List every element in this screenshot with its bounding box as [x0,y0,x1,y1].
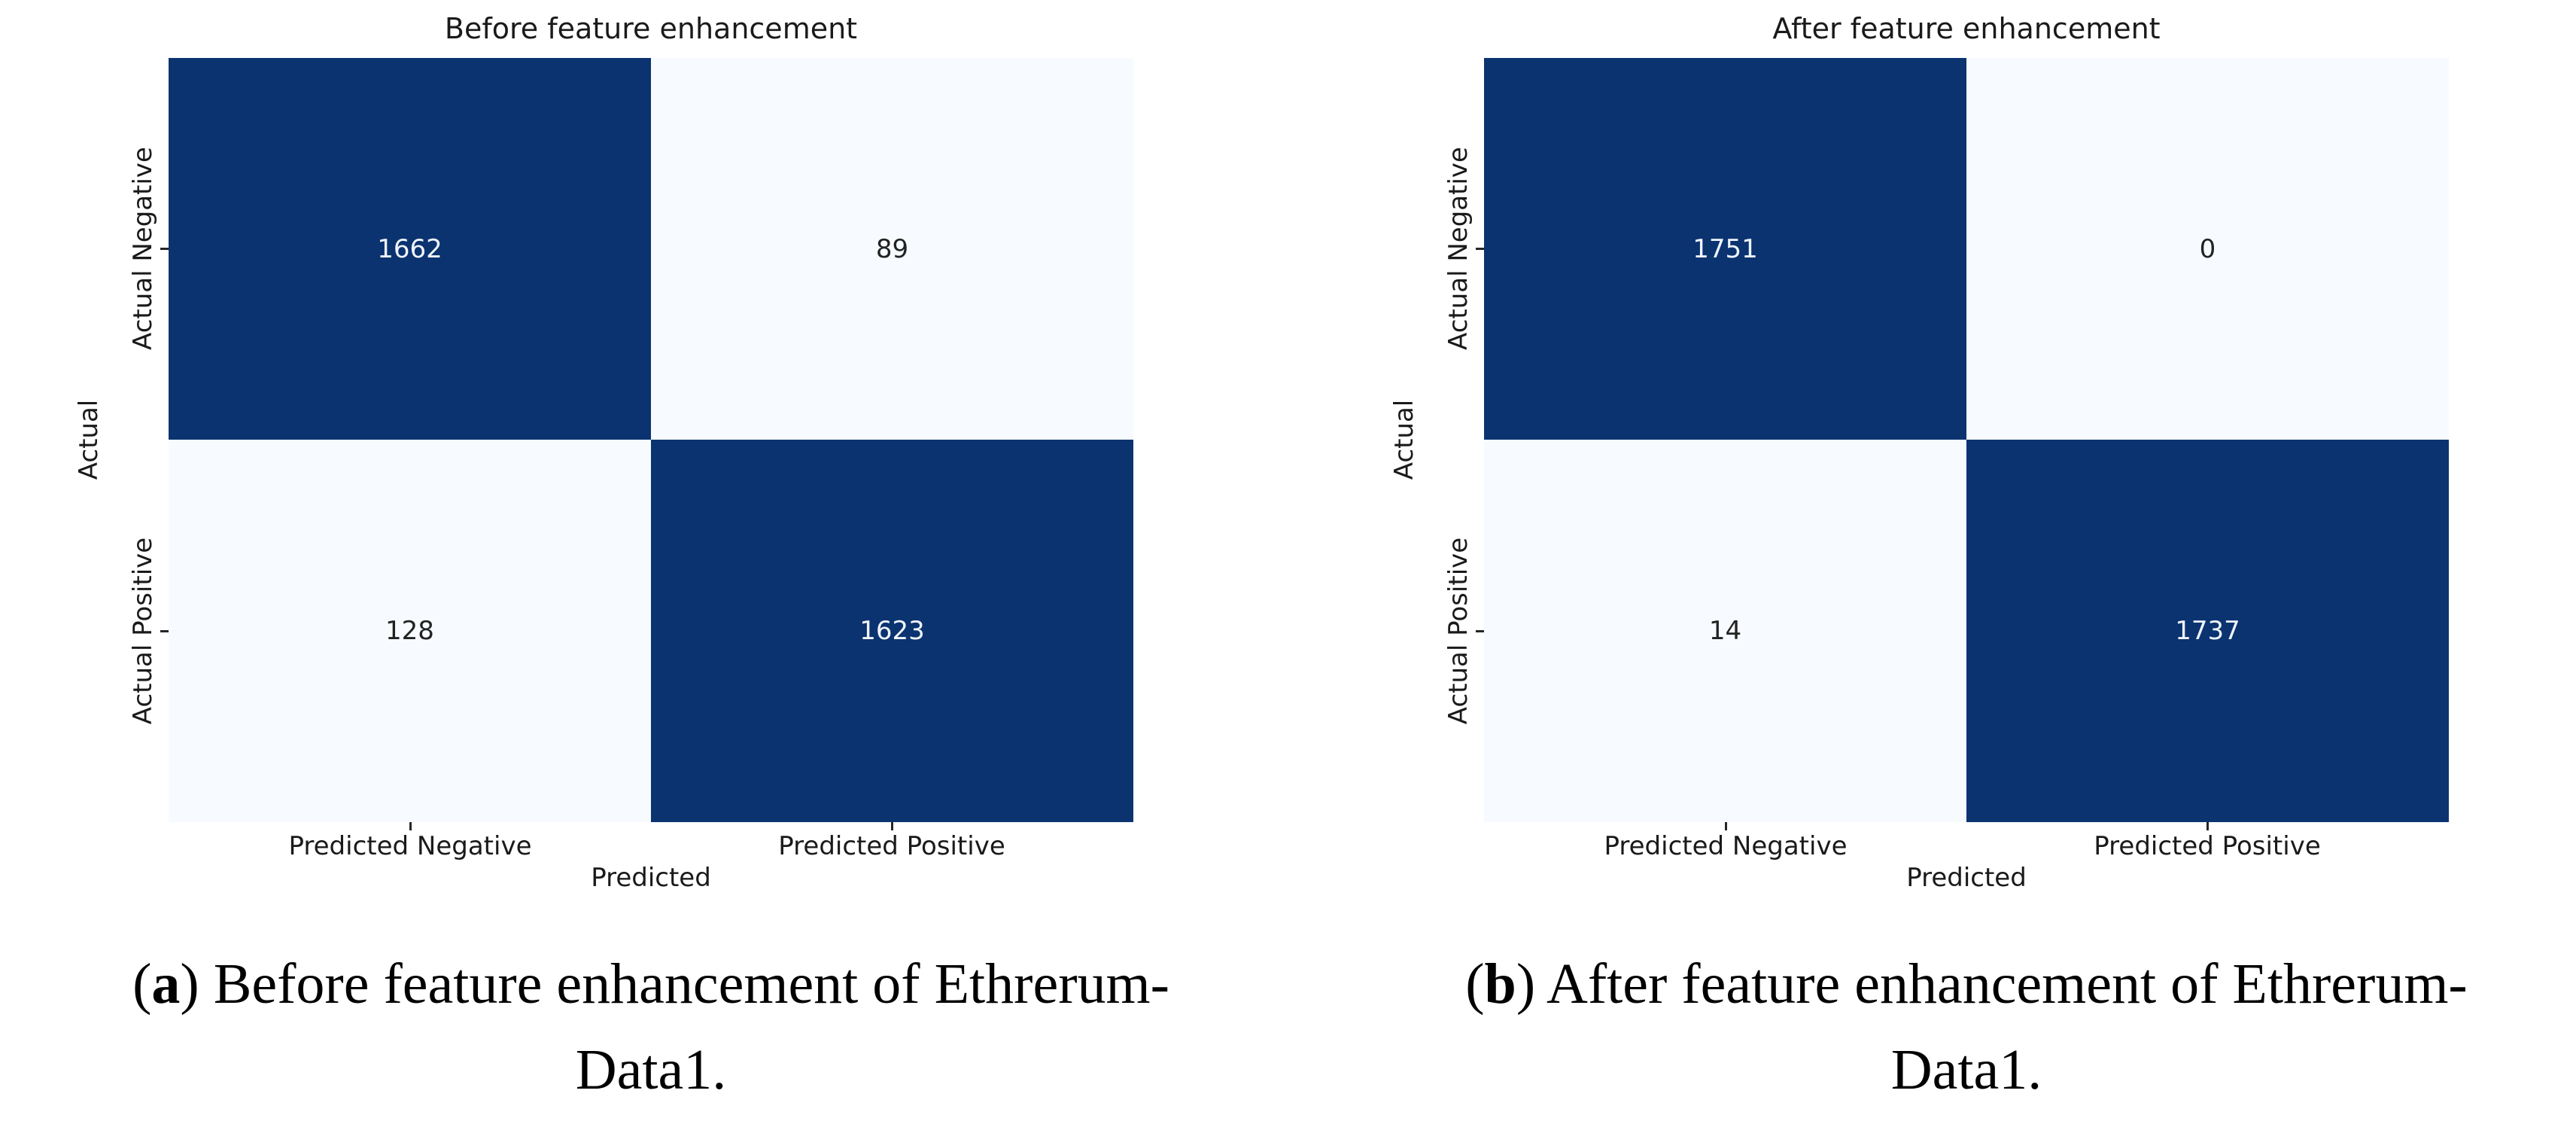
caption-line-2: Data1. [1890,1038,2042,1101]
y-tick-mark [1476,248,1484,250]
x-axis-title: Predicted [1906,863,2027,893]
x-tick-label: Predicted Positive [778,831,1005,861]
matrix-cell-false-positive: 0 [1966,58,2449,440]
matrix-cell-true-positive: 1623 [651,440,1133,822]
caption-text: After feature enhancement of Ethrerum- [1535,952,2468,1016]
caption-paren-close: ) [180,952,199,1016]
y-axis-title: Actual [74,399,104,480]
y-tick-label: Actual Positive [1443,537,1474,725]
caption-line-2: Data1. [575,1038,727,1101]
x-tick-mark [409,822,412,830]
x-tick-mark [1725,822,1727,830]
caption-line-1: (a) Before feature enhancement of Ethrer… [26,941,1276,1027]
panel-before-feature-enhancement: Before feature enhancement 1662 89 128 1… [26,12,1276,1113]
matrix-cell-true-negative: 1751 [1484,58,1966,440]
plot-title: After feature enhancement [1772,12,2161,45]
y-tick-mark [1476,630,1484,632]
panel-after-feature-enhancement: After feature enhancement 1751 0 14 1737… [1315,0,2576,1121]
caption-line-1: (b) After feature enhancement of Ethreru… [1342,941,2576,1027]
caption-index: a [151,952,181,1016]
x-tick-mark [891,822,893,830]
subfigure-caption: (b) After feature enhancement of Ethreru… [1342,941,2576,1113]
matrix-cell-true-negative: 1662 [169,58,651,440]
x-tick-label: Predicted Positive [2094,831,2321,861]
matrix-cell-true-positive: 1737 [1966,440,2449,822]
x-tick-mark [2206,822,2209,830]
y-axis-title: Actual [1389,399,1419,480]
x-axis-title: Predicted [591,863,711,893]
caption-text: Before feature enhancement of Ethrerum- [199,952,1169,1016]
matrix-cell-false-positive: 89 [651,58,1133,440]
confusion-matrix: 1662 89 128 1623 [169,58,1133,822]
caption-index: b [1484,952,1516,1016]
matrix-cell-false-negative: 128 [169,440,651,822]
plot-title: Before feature enhancement [444,12,858,45]
confusion-matrix: 1751 0 14 1737 [1484,58,2449,822]
y-tick-mark [160,248,169,250]
caption-paren-open: ( [1465,952,1485,1016]
y-tick-label: Actual Negative [128,147,158,350]
caption-paren-open: ( [132,952,152,1016]
matrix-cell-false-negative: 14 [1484,440,1966,822]
subfigure-caption: (a) Before feature enhancement of Ethrer… [26,941,1276,1113]
y-tick-mark [160,630,169,632]
x-tick-label: Predicted Negative [1604,831,1848,861]
caption-paren-close: ) [1516,952,1536,1016]
y-tick-label: Actual Negative [1443,147,1474,350]
y-tick-label: Actual Positive [128,537,158,725]
x-tick-label: Predicted Negative [288,831,532,861]
